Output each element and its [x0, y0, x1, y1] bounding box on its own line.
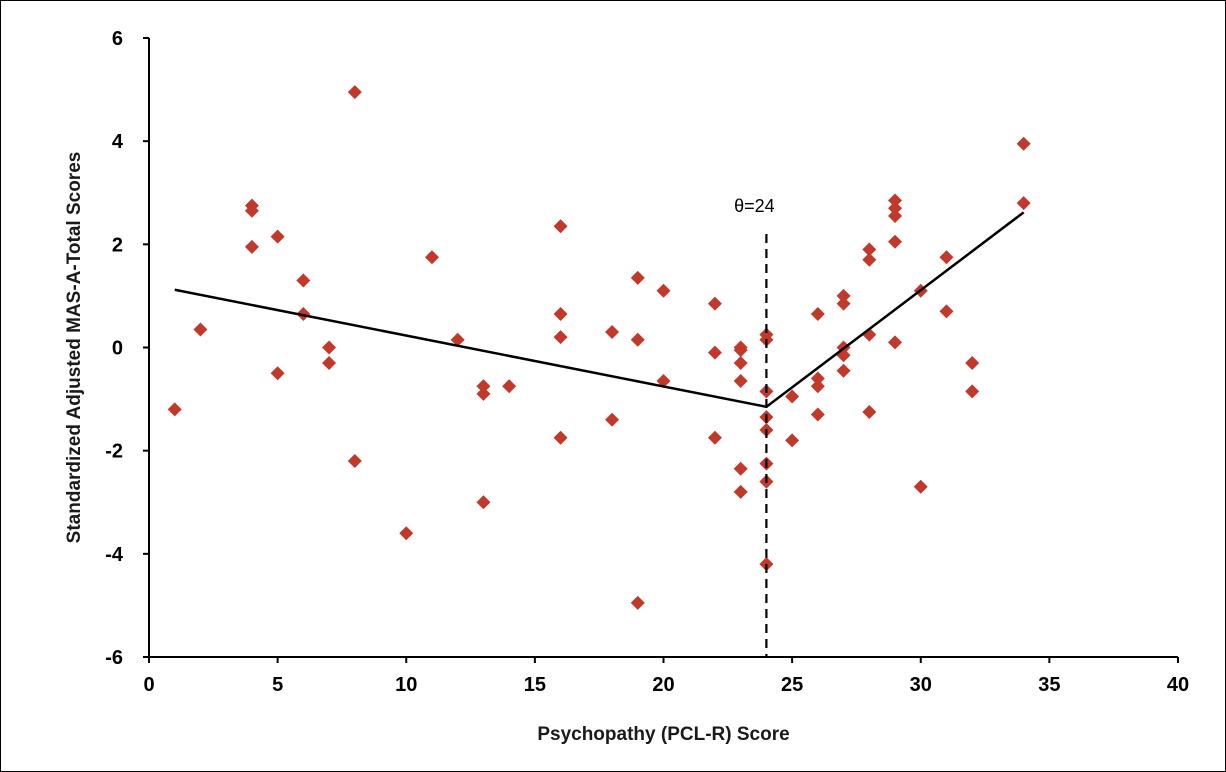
data-point: [888, 234, 903, 249]
y-tick-label: 0: [112, 338, 123, 360]
data-point: [630, 595, 645, 610]
data-points: [167, 85, 1031, 610]
y-tick-label: 4: [112, 131, 124, 153]
data-point: [836, 363, 851, 378]
data-point: [810, 407, 825, 422]
data-point: [888, 208, 903, 223]
data-point: [476, 379, 491, 394]
data-point: [862, 242, 877, 257]
data-point: [707, 345, 722, 360]
data-point: [399, 526, 414, 541]
x-tick-label: 35: [1038, 674, 1060, 696]
data-point: [939, 304, 954, 319]
data-point: [862, 404, 877, 419]
data-point: [270, 366, 285, 381]
data-point: [733, 461, 748, 476]
data-point: [502, 379, 517, 394]
data-point: [888, 335, 903, 350]
y-tick-label: -2: [105, 441, 123, 463]
data-point: [347, 453, 362, 468]
data-point: [965, 384, 980, 399]
data-point: [1016, 196, 1031, 211]
data-point: [810, 371, 825, 386]
data-point: [244, 239, 259, 254]
data-point: [707, 430, 722, 445]
data-point: [322, 355, 337, 370]
data-point: [862, 252, 877, 267]
data-point: [836, 296, 851, 311]
data-point: [630, 270, 645, 285]
data-point: [733, 355, 748, 370]
x-tick-label: 30: [910, 674, 932, 696]
data-point: [193, 322, 208, 337]
x-tick-label: 40: [1167, 674, 1189, 696]
data-point: [733, 374, 748, 389]
data-point: [733, 343, 748, 358]
data-point: [605, 412, 620, 427]
y-tick-label: -4: [105, 544, 124, 566]
data-point: [244, 203, 259, 218]
axes: [148, 38, 1178, 658]
data-point: [810, 306, 825, 321]
data-point: [553, 430, 568, 445]
data-point: [785, 433, 800, 448]
y-ticks: 6 4 2 0 -2 -4 -6: [105, 28, 149, 669]
threshold-label: θ=24: [734, 196, 775, 216]
data-point: [939, 250, 954, 265]
data-point: [553, 219, 568, 234]
data-point: [707, 296, 722, 311]
data-point: [733, 484, 748, 499]
y-tick-label: 6: [112, 28, 123, 50]
x-axis-title: Psychopathy (PCL-R) Score: [537, 724, 789, 745]
data-point: [810, 379, 825, 394]
data-point: [965, 355, 980, 370]
data-point: [913, 479, 928, 494]
data-point: [836, 288, 851, 303]
y-axis-title: Standardized Adjusted MAS-A-Total Scores: [64, 152, 85, 544]
data-point: [656, 283, 671, 298]
data-point: [785, 389, 800, 404]
data-point: [836, 348, 851, 363]
data-point: [630, 332, 645, 347]
x-tick-label: 10: [395, 674, 417, 696]
data-point: [167, 402, 182, 417]
data-point: [476, 495, 491, 510]
x-tick-label: 0: [143, 674, 154, 696]
data-point: [553, 330, 568, 345]
x-tick-label: 25: [781, 674, 803, 696]
data-point: [296, 273, 311, 288]
data-point: [424, 250, 439, 265]
x-tick-label: 20: [652, 674, 674, 696]
data-point: [1016, 136, 1031, 151]
data-point: [476, 386, 491, 401]
x-ticks: 0 5 10 15 20 25 30 35 40: [143, 657, 1189, 696]
data-point: [888, 201, 903, 216]
data-point: [450, 332, 465, 347]
data-point: [888, 193, 903, 208]
data-point: [270, 229, 285, 244]
data-point: [322, 340, 337, 355]
data-point: [553, 306, 568, 321]
x-tick-label: 15: [524, 674, 546, 696]
data-point: [605, 325, 620, 340]
data-point: [347, 85, 362, 100]
x-tick-label: 5: [272, 674, 283, 696]
y-tick-label: -6: [105, 647, 123, 669]
y-tick-label: 2: [112, 234, 123, 256]
